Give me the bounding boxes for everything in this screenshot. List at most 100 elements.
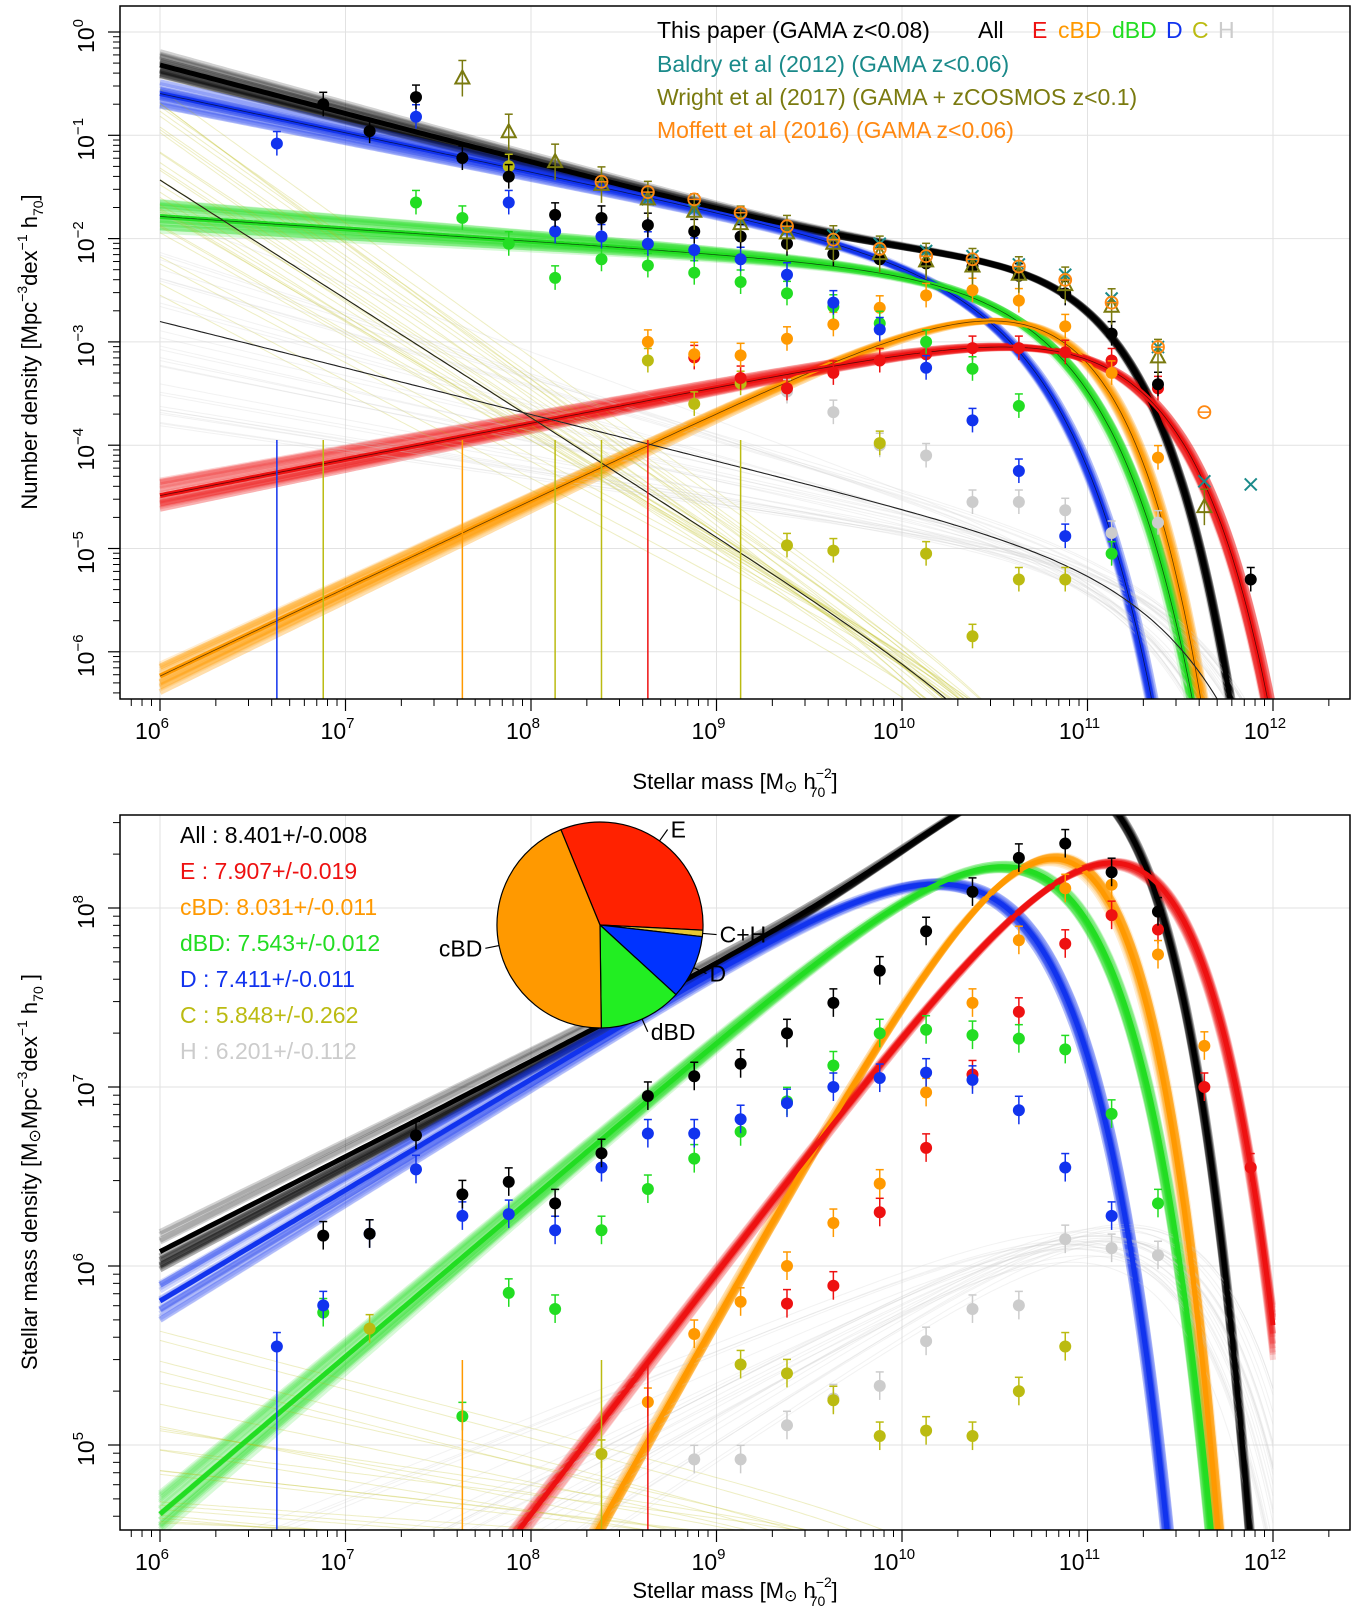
wright-point (731, 214, 750, 231)
top-ensemble-C (159, 224, 970, 699)
bottom-ensemble-H (614, 1255, 1274, 1530)
bottom-legend: All : 8.401+/-0.008 E : 7.907+/-0.019 cBD:… (180, 822, 380, 1064)
top-ensemble-H (159, 305, 1186, 699)
top-point-C (873, 437, 886, 450)
bottom-legend-entry: C : 5.848+/-0.262 (180, 1002, 358, 1028)
top-ensemble-H (159, 277, 1242, 699)
bottom-point-All (549, 1197, 562, 1210)
top-point-cBD (827, 318, 840, 331)
bottom-point-C (1059, 1340, 1072, 1353)
top-ensemble-H (159, 296, 1190, 699)
bottom-point-E (1151, 923, 1164, 936)
bottom-point-All (873, 964, 886, 977)
top-ensemble-D (159, 102, 1151, 699)
bottom-ensemble-H (441, 1235, 1274, 1530)
top-ensemble-C (159, 132, 927, 699)
bottom-point-D (317, 1299, 330, 1312)
top-ensemble-H (159, 365, 1236, 699)
bottom-point-D (966, 1073, 979, 1086)
top-point-dBD (549, 271, 562, 284)
top-point-dBD (780, 287, 793, 300)
bottom-x-tick-label: 107 (321, 1546, 355, 1575)
top-point-C (780, 539, 793, 552)
bottom-point-D (502, 1208, 515, 1221)
top-point-dBD (1012, 399, 1025, 412)
top-ensemble-C (159, 126, 962, 699)
bottom-point-dBD (966, 1029, 979, 1042)
top-point-All (688, 225, 701, 238)
bottom-y-tick-label: 106 (70, 1253, 99, 1287)
bottom-ensemble-C (159, 1501, 560, 1530)
top-point-All (409, 91, 422, 104)
bottom-point-dBD (1105, 1107, 1118, 1120)
pie-leader-line (659, 829, 669, 842)
bottom-point-All (1105, 866, 1118, 879)
bottom-point-D (1012, 1104, 1025, 1117)
top-fit-core-C (159, 179, 947, 699)
top-point-H (1151, 516, 1164, 529)
bottom-ensemble-D (158, 883, 1168, 1530)
top-point-E (734, 372, 747, 385)
top-ensemble-dBD (159, 201, 1191, 699)
bottom-point-dBD (920, 1023, 933, 1036)
top-y-axis-label: Number density [Mpc−3dex−1 h70] (14, 194, 46, 509)
baldry-point (1197, 474, 1212, 489)
bottom-point-D (641, 1127, 654, 1140)
bottom-ensemble-C (159, 1430, 811, 1530)
top-point-All (363, 125, 376, 138)
top-point-E (780, 382, 793, 395)
top-point-All (595, 211, 608, 224)
top-point-All (502, 170, 515, 183)
bottom-point-E (1105, 909, 1118, 922)
bottom-point-H (688, 1453, 701, 1466)
bottom-x-axis-label: Stellar mass [M⊙ h−2 70 ] (632, 1574, 837, 1608)
top-fit-lines (158, 62, 1271, 699)
bottom-point-All (409, 1129, 422, 1142)
top-point-H (966, 496, 979, 509)
bottom-point-All (920, 925, 933, 938)
bottom-ensemble-H (276, 1240, 1271, 1530)
top-x-tick-label: 109 (692, 715, 726, 744)
bottom-y-tick-label: 108 (70, 895, 99, 929)
wright-point (1010, 264, 1028, 281)
pie-label-cBD: cBD (439, 935, 482, 961)
bottom-x-tick-label: 108 (506, 1546, 540, 1575)
bottom-point-All (688, 1070, 701, 1083)
bottom-point-All (966, 885, 979, 898)
top-ensemble-H (159, 383, 1197, 699)
top-point-D (920, 361, 933, 374)
top-point-E (873, 354, 886, 367)
top-point-H (920, 449, 933, 462)
bottom-y-tick-label: 105 (70, 1432, 99, 1466)
top-ensemble-dBD (159, 224, 1200, 699)
bottom-point-E (780, 1297, 793, 1310)
bottom-ensemble-H (467, 1261, 1255, 1530)
top-point-All (1105, 327, 1118, 340)
top-point-D (549, 225, 562, 238)
top-ensemble-H (159, 394, 1196, 699)
legend-wright: Wright et al (2017) (GAMA + zCOSMOS z<0.… (657, 84, 1137, 110)
bottom-point-cBD (827, 1217, 840, 1230)
legend-component-dBD: dBD (1112, 17, 1157, 43)
top-point-H (1059, 504, 1072, 517)
top-point-D (966, 414, 979, 427)
top-point-dBD (966, 362, 979, 375)
bottom-point-D (873, 1072, 886, 1085)
bottom-point-C (966, 1430, 979, 1443)
bottom-ensemble-H (268, 1243, 1267, 1530)
bottom-point-All (827, 996, 840, 1009)
bottom-ensemble-C (159, 1382, 808, 1530)
bottom-point-dBD (827, 1059, 840, 1072)
bottom-ensemble-C (159, 1449, 800, 1530)
top-ensemble-H (159, 215, 1189, 699)
bottom-point-D (549, 1224, 562, 1237)
top-point-E (920, 348, 933, 361)
bottom-ensemble-H (471, 1240, 1274, 1530)
bottom-ensemble-cBD (598, 854, 1223, 1530)
top-point-E (1012, 342, 1025, 355)
wright-point (1195, 497, 1214, 514)
top-plot-frame (119, 5, 1351, 700)
top-point-H (1012, 496, 1025, 509)
top-ensemble-H (159, 254, 1190, 699)
